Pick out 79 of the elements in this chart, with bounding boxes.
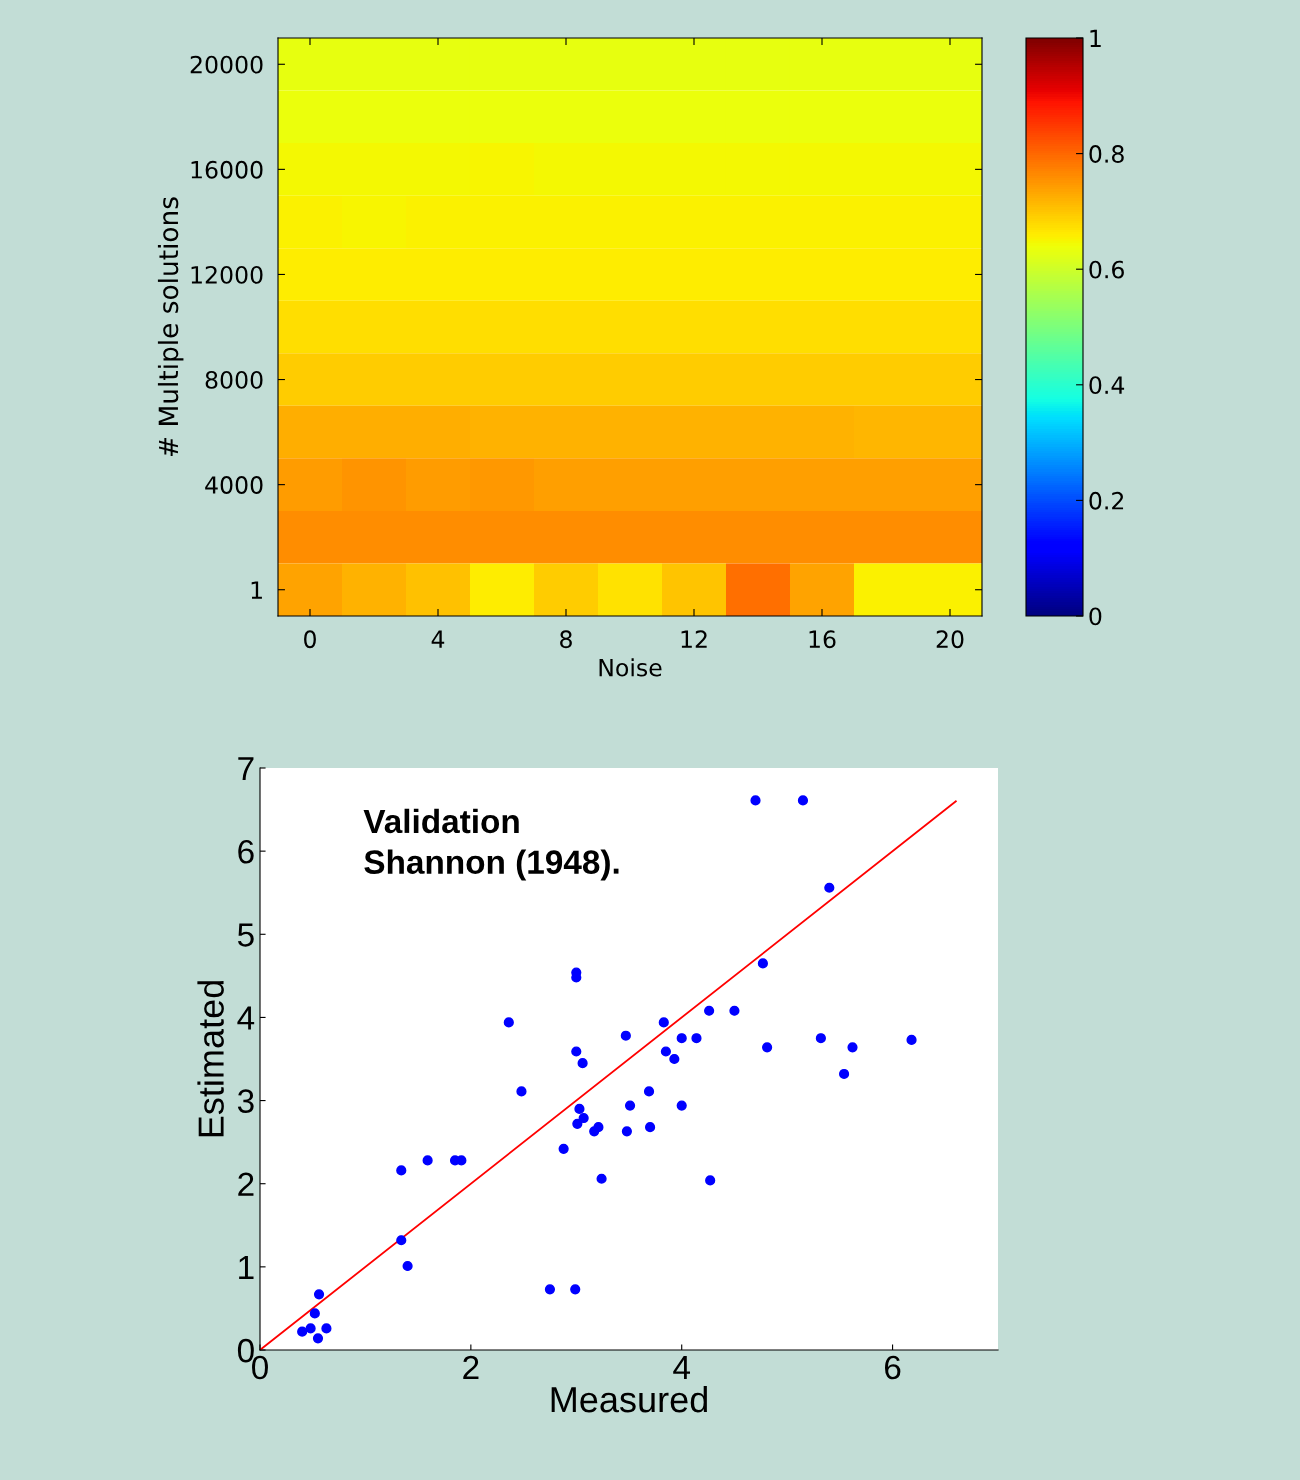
color-bar-label: 0 xyxy=(1089,607,1102,626)
y-tick-label: 6 xyxy=(238,839,254,864)
point xyxy=(676,1100,687,1111)
point xyxy=(705,1175,716,1186)
y-tick-label: 1 xyxy=(251,581,262,599)
point xyxy=(305,1323,316,1334)
y-tick-label: 12000 xyxy=(191,265,263,284)
x-axis-title: Measured xyxy=(551,1385,707,1413)
y-tick-label: 3 xyxy=(237,1089,254,1113)
point xyxy=(312,1333,324,1344)
color-bar-label: 1 xyxy=(1090,29,1101,47)
x-tick-label: 12 xyxy=(681,630,707,648)
x-axis-title: Noise xyxy=(599,658,662,677)
point xyxy=(762,1042,773,1053)
point xyxy=(847,1042,858,1053)
point xyxy=(297,1326,308,1337)
y-tick-label: 1 xyxy=(239,1256,254,1279)
point xyxy=(422,1155,433,1166)
point xyxy=(750,795,761,806)
point xyxy=(660,1046,671,1057)
y-tick-label: 7 xyxy=(238,757,254,781)
point xyxy=(313,1289,325,1300)
point xyxy=(558,1143,569,1154)
point xyxy=(402,1260,413,1272)
point xyxy=(676,1033,687,1044)
point xyxy=(516,1086,527,1097)
point xyxy=(570,1284,581,1295)
point xyxy=(503,1017,514,1028)
y-tick-label: 16000 xyxy=(191,160,263,179)
y-tick-label: 20000 xyxy=(190,55,263,74)
x-tick-label: 16 xyxy=(809,630,836,649)
annotation: Validation Shannon (1948). xyxy=(363,808,619,881)
y-tick-label: 8000 xyxy=(205,370,263,389)
color-bar-label: 0.2 xyxy=(1089,491,1124,510)
point xyxy=(572,1118,583,1129)
point xyxy=(621,1126,632,1137)
point xyxy=(396,1235,407,1246)
y-tick-label: 5 xyxy=(237,923,254,947)
x-tick-label: 6 xyxy=(885,1355,901,1380)
x-tick-label: 4 xyxy=(673,1356,691,1380)
point xyxy=(574,1103,585,1114)
point xyxy=(321,1323,332,1334)
y-tick-label: 4 xyxy=(237,1006,255,1030)
y-axis-title: # Multiple solutions xyxy=(157,197,184,456)
point xyxy=(624,1100,636,1111)
point xyxy=(396,1165,407,1176)
point xyxy=(544,1284,556,1295)
color-bar-label: 0.6 xyxy=(1089,260,1124,279)
point xyxy=(596,1173,607,1184)
point xyxy=(757,958,768,969)
point xyxy=(729,1005,740,1016)
point xyxy=(906,1034,917,1045)
point xyxy=(691,1033,702,1044)
point xyxy=(658,1017,669,1028)
point xyxy=(815,1033,826,1044)
x-tick-label: 2 xyxy=(463,1355,479,1380)
point xyxy=(669,1053,680,1065)
x-tick-label: 20 xyxy=(936,630,964,649)
x-tick-label: 8 xyxy=(560,630,572,649)
point xyxy=(838,1068,850,1080)
point xyxy=(643,1086,655,1097)
point xyxy=(577,1058,588,1069)
y-tick-label: 2 xyxy=(238,1172,254,1196)
y-tick-label: 0 xyxy=(237,1338,254,1363)
point xyxy=(824,882,835,893)
point xyxy=(797,795,809,806)
x-tick-label: 0 xyxy=(304,630,316,649)
point xyxy=(593,1122,604,1133)
y-axis-title: Estimated xyxy=(197,981,224,1137)
point xyxy=(704,1005,715,1016)
point xyxy=(620,1030,631,1041)
point xyxy=(578,1112,589,1124)
point xyxy=(571,1046,582,1057)
color-bar-label: 0.4 xyxy=(1089,376,1125,395)
point xyxy=(644,1122,656,1133)
color-bar-label: 0.8 xyxy=(1089,145,1124,163)
y-tick-label: 4000 xyxy=(205,476,263,494)
x-tick-label: 4 xyxy=(431,630,445,648)
point xyxy=(309,1308,320,1319)
